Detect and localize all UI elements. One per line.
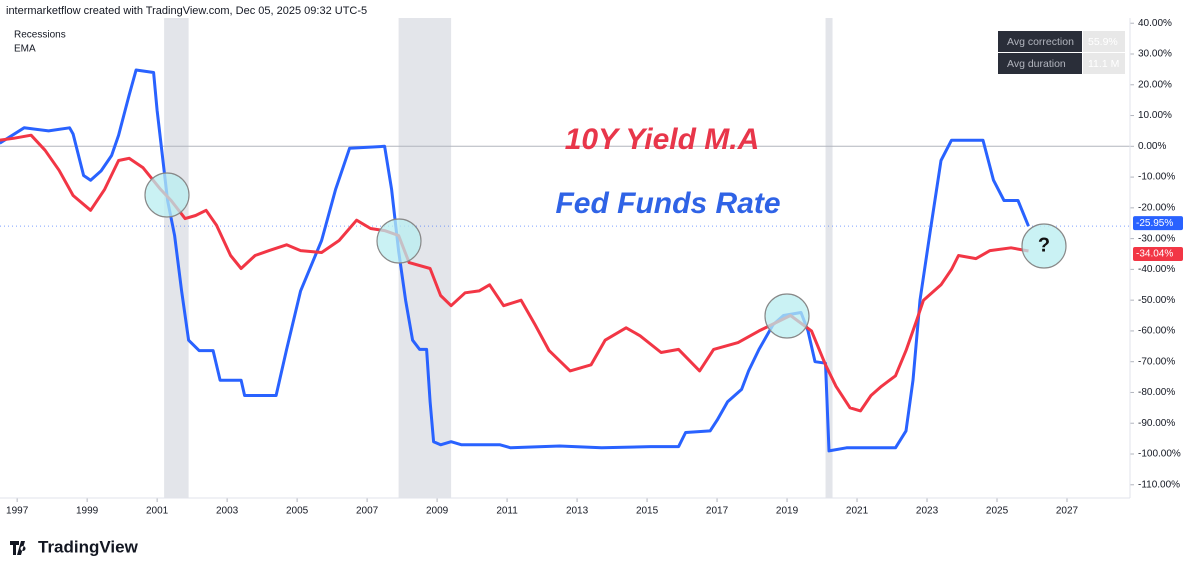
x-tick-label: 2019 (776, 506, 799, 517)
x-tick-label: 2003 (216, 506, 239, 517)
highlight-circle (1021, 223, 1067, 269)
footer-brand: TradingView (38, 537, 139, 556)
x-tick-label: 2009 (426, 506, 449, 517)
last-value-label: -25.95% (1136, 218, 1173, 229)
y-tick-label: 30.00% (1138, 49, 1172, 60)
y-tick-label: -40.00% (1138, 264, 1175, 275)
logo: TradingView (10, 537, 139, 556)
y-tick-label: 20.00% (1138, 79, 1172, 90)
x-tick-label: 2023 (916, 506, 939, 517)
y-tick-label: -110.00% (1138, 479, 1180, 490)
annotation: ? (1038, 234, 1050, 256)
x-tick-label: 2013 (566, 506, 589, 517)
y-tick-label: -70.00% (1138, 356, 1175, 367)
legend-item: EMA (14, 44, 36, 55)
stat-value: 55.9% (1088, 36, 1118, 48)
y-tick-label: -10.00% (1138, 172, 1175, 183)
x-tick-label: 2007 (356, 506, 379, 517)
y-tick-label: -50.00% (1138, 295, 1175, 306)
x-tick-label: 2021 (846, 506, 869, 517)
x-tick-label: 2027 (1056, 506, 1079, 517)
highlight-circle (764, 293, 810, 339)
y-tick-label: -90.00% (1138, 418, 1175, 429)
x-tick-label: 2005 (286, 506, 309, 517)
stat-label: Avg correction (1007, 36, 1074, 48)
y-tick-label: -30.00% (1138, 233, 1175, 244)
y-tick-label: 0.00% (1138, 141, 1166, 152)
annotation: 10Y Yield M.A (565, 123, 760, 156)
x-tick-label: 2015 (636, 506, 659, 517)
legend-item: Recessions (14, 30, 66, 41)
x-tick-label: 2017 (706, 506, 729, 517)
highlight-circle (376, 218, 422, 264)
x-tick-label: 1999 (76, 506, 99, 517)
y-tick-label: -20.00% (1138, 202, 1175, 213)
y-tick-label: 10.00% (1138, 110, 1172, 121)
x-tick-label: 2001 (146, 506, 169, 517)
y-tick-label: -100.00% (1138, 449, 1181, 460)
x-tick-label: 1997 (6, 506, 29, 517)
header: intermarketflow created with TradingView… (6, 5, 367, 17)
recession (825, 18, 833, 498)
last-value-box (1133, 247, 1183, 262)
y-tick-label: 40.00% (1138, 18, 1172, 29)
annotation: Fed Funds Rate (555, 187, 780, 220)
circles (144, 172, 1067, 339)
stats-table: Avg correction 55.9% Avg duration 11.1 M (998, 31, 1125, 74)
series-line (0, 68, 1030, 453)
x-tick-label: 2011 (496, 506, 518, 517)
stat-value: 11.1 M (1088, 58, 1119, 70)
last-value-label: -34.04% (1136, 249, 1173, 260)
highlight-circle (144, 172, 190, 218)
y-tick-label: -60.00% (1138, 326, 1175, 337)
last-value-box (1133, 216, 1183, 231)
stat-label: Avg duration (1007, 58, 1066, 70)
x-tick-label: 2025 (986, 506, 1009, 517)
y-tick-label: -80.00% (1138, 387, 1175, 398)
